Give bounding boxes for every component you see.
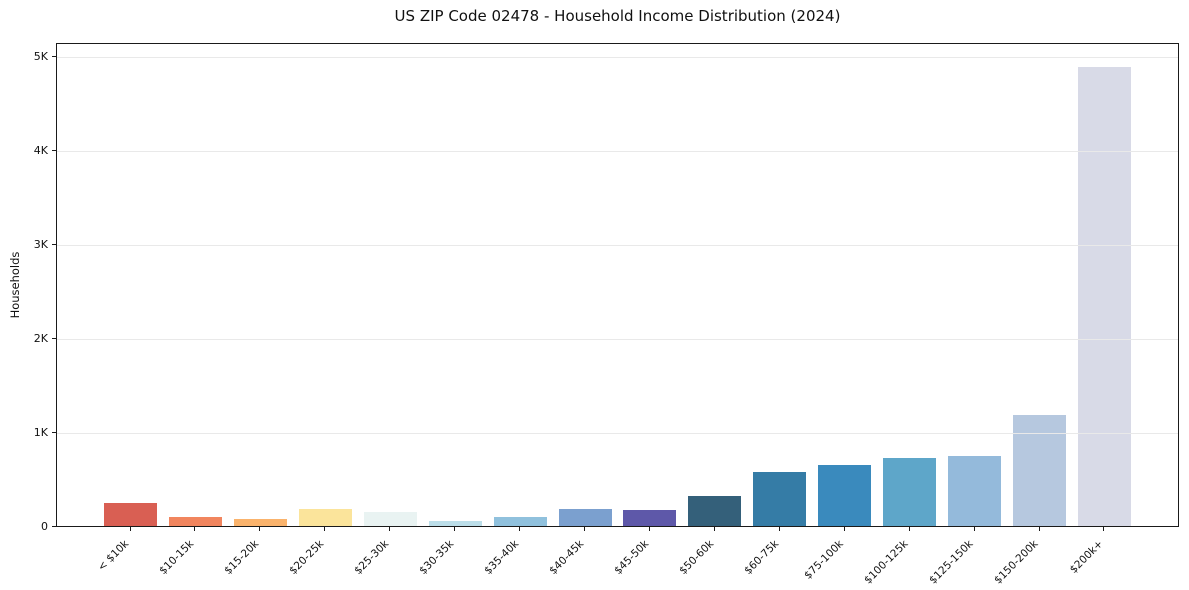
y-tick-label: 2K (33, 332, 48, 346)
x-tick-mark (713, 527, 715, 531)
x-tick-mark (129, 527, 131, 531)
bar (1013, 414, 1067, 526)
gridline (57, 433, 1178, 435)
bar (818, 464, 872, 526)
bar (948, 456, 1002, 526)
bar (558, 509, 612, 526)
x-tick-mark (389, 527, 391, 531)
bar (623, 510, 677, 526)
x-tick-label: $50-60k (676, 537, 716, 577)
x-tick-mark (843, 527, 845, 531)
y-tick-label: 1K (33, 426, 48, 440)
x-tick-label: $30-35k (416, 537, 457, 577)
y-tick-mark (52, 526, 56, 527)
x-tick-mark (324, 527, 326, 531)
x-tick-mark (519, 527, 521, 531)
x-tick-label: $60-75k (741, 537, 781, 577)
x-tick-mark (778, 527, 780, 531)
chart-title: US ZIP Code 02478 - Household Income Dis… (394, 7, 841, 25)
x-tick-label: $40-45k (546, 537, 586, 577)
x-tick-label: < $10k (95, 537, 132, 574)
x-tick-mark (259, 527, 261, 531)
x-tick-mark (648, 527, 650, 531)
x-tick-mark (1103, 527, 1105, 531)
x-tick-mark (973, 527, 975, 531)
x-tick-label: $75-100k (801, 537, 846, 582)
plot-area (56, 43, 1179, 527)
y-tick-label: 4K (33, 144, 48, 158)
bar (688, 495, 742, 526)
gridline (57, 339, 1178, 341)
y-tick-label: 3K (33, 238, 48, 252)
bar (233, 518, 287, 526)
y-axis-label: Households (8, 251, 22, 319)
y-tick-mark (52, 150, 56, 152)
x-tick-label: $10-15k (157, 537, 197, 577)
x-tick-label: $200k+ (1067, 537, 1106, 576)
bar (104, 502, 157, 526)
x-tick-label: $25-30k (352, 537, 392, 577)
bar (298, 509, 352, 526)
gridline (57, 151, 1178, 153)
x-tick-label: $35-40k (481, 537, 521, 577)
x-tick-label: $100-125k (862, 537, 911, 587)
gridline (57, 245, 1178, 247)
x-tick-label: $45-50k (611, 537, 651, 577)
bar (428, 521, 482, 526)
x-tick-mark (1038, 527, 1040, 531)
gridline (57, 57, 1178, 59)
bar (168, 516, 222, 526)
y-tick-mark (52, 244, 56, 246)
bar (883, 458, 937, 526)
y-tick-label: 5K (33, 50, 48, 64)
bar (1077, 66, 1131, 526)
x-tick-label: $150-200k (991, 537, 1041, 587)
x-tick-mark (584, 527, 585, 531)
x-tick-mark (454, 527, 456, 531)
x-tick-mark (908, 527, 910, 531)
bar (753, 472, 807, 526)
y-tick-mark (52, 432, 56, 434)
x-tick-label: $125-150k (926, 537, 976, 587)
x-tick-label: $20-25k (287, 537, 327, 577)
y-tick-mark (52, 338, 56, 340)
y-tick-label: 0 (41, 520, 48, 533)
y-tick-mark (52, 56, 56, 58)
bar (363, 512, 417, 526)
x-tick-label: $15-20k (222, 537, 262, 577)
bar (493, 517, 547, 526)
x-tick-mark (194, 527, 196, 531)
